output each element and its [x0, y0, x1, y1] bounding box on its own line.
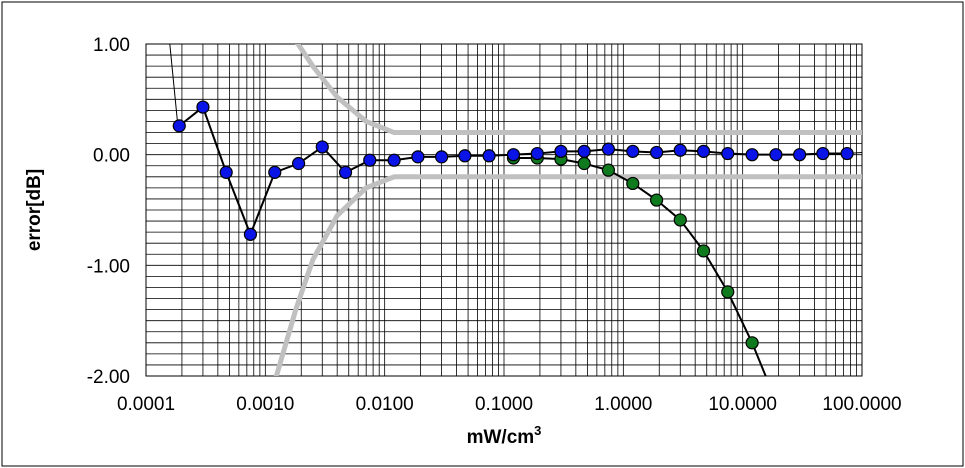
data-point: [482, 149, 496, 163]
data-point: [435, 150, 449, 164]
data-point: [268, 165, 282, 179]
x-axis-title-superscript: 3: [534, 423, 541, 438]
data-point: [577, 156, 591, 171]
series-2: [506, 151, 759, 350]
data-point: [745, 148, 759, 162]
data-point: [411, 150, 425, 164]
data-point: [721, 285, 735, 299]
data-point: [793, 148, 807, 162]
data-point: [649, 193, 664, 207]
data-point: [673, 213, 687, 227]
data-point: [387, 153, 401, 167]
data-point: [649, 145, 664, 160]
data-point: [196, 100, 210, 114]
x-tick-label: 100.0000: [822, 394, 901, 415]
y-tick-labels: 1.00 0.00 -1.00 -2.00: [87, 35, 130, 388]
data-series: [172, 100, 854, 350]
x-tick-label: 0.1000: [475, 394, 533, 415]
plot-area-border: [145, 43, 863, 377]
data-point: [601, 163, 616, 177]
data-point: [626, 176, 640, 191]
data-point: [626, 144, 640, 158]
data-point: [291, 156, 306, 171]
data-point: [172, 119, 186, 133]
y-tick-label: 0.00: [93, 146, 130, 167]
y-tick-label: -2.00: [87, 367, 130, 388]
y-tick-label: -1.00: [87, 256, 130, 277]
data-point: [315, 140, 329, 154]
data-point: [769, 148, 783, 162]
data-point: [840, 146, 854, 161]
reference-band-upper: [295, 44, 862, 136]
data-point: [673, 143, 687, 157]
data-point: [219, 165, 233, 179]
x-tick-label: 0.0010: [236, 394, 294, 415]
data-point: [530, 146, 544, 161]
y-tick-label: 1.00: [93, 35, 130, 56]
data-point: [338, 165, 353, 179]
thin-line-left: [169, 44, 179, 126]
data-point: [696, 144, 711, 158]
data-point: [243, 227, 258, 241]
x-tick-labels: 0.0001 0.0010 0.0100 0.1000 1.0000 10.0000 100…: [117, 394, 902, 415]
data-point: [506, 148, 521, 162]
x-axis-title: mW/cm3: [467, 423, 542, 448]
data-point: [554, 144, 568, 158]
reference-bands: [273, 44, 862, 376]
y-axis-title: error[dB]: [24, 169, 45, 251]
series-1: [172, 100, 854, 241]
thin-line-green-tail: [751, 342, 767, 376]
data-point: [816, 146, 830, 161]
x-tick-label: 10.0000: [708, 394, 777, 415]
data-point: [577, 144, 591, 158]
data-point: [721, 146, 735, 161]
data-point: [363, 153, 377, 167]
x-tick-label: 1.0000: [594, 394, 652, 415]
data-point: [696, 244, 711, 258]
x-axis-title-main: mW/cm: [467, 427, 535, 448]
data-point: [601, 142, 616, 156]
x-tick-label: 0.0001: [117, 394, 175, 415]
data-point: [745, 336, 759, 350]
reference-band-lower: [273, 174, 862, 376]
data-point: [458, 149, 472, 163]
x-tick-label: 0.0100: [356, 394, 414, 415]
